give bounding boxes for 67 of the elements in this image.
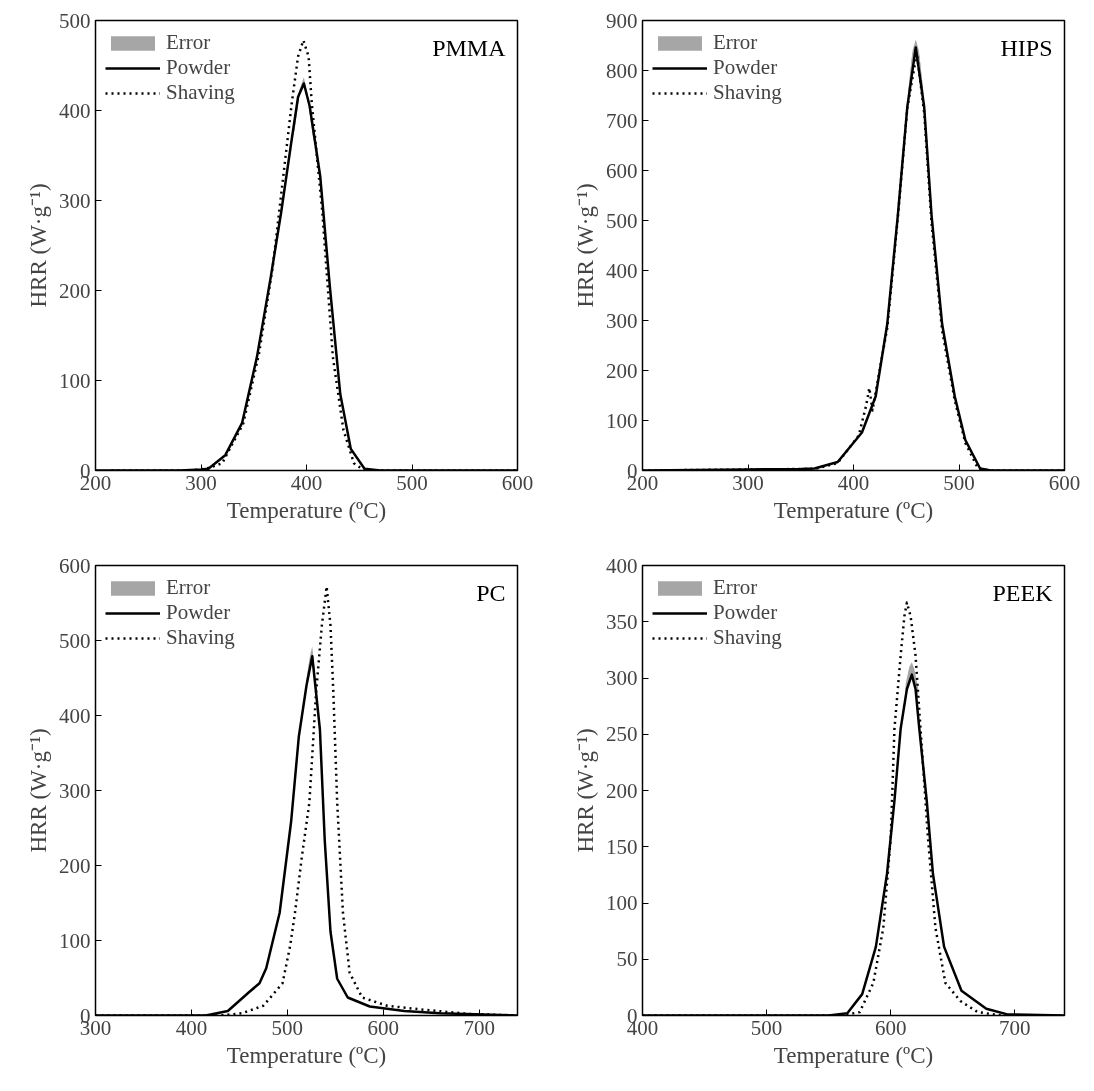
y-tick-label: 100: [606, 408, 638, 433]
y-tick-label: 300: [606, 308, 638, 333]
y-tick-label: 200: [606, 358, 638, 383]
y-tick-label: 200: [59, 853, 91, 878]
x-tick-label: 700: [999, 1015, 1031, 1040]
text: PMMA: [432, 34, 507, 61]
y-tick-label: 200: [59, 278, 91, 303]
x-axis-title: Temperature (ºC): [773, 497, 934, 523]
legend-label: Error: [713, 575, 758, 600]
y-tick-label: 400: [606, 258, 638, 283]
x-tick-label: 400: [290, 470, 323, 495]
legend-label: Error: [166, 30, 211, 55]
y-tick-label: 300: [606, 666, 638, 690]
y-tick-label: 900: [606, 8, 638, 33]
x-axis-title: Temperature (ºC): [773, 1042, 934, 1068]
text: PEEK: [992, 579, 1054, 606]
y-tick-label: 400: [59, 703, 91, 728]
y-tick-label: 150: [606, 834, 638, 859]
x-tick-label: 300: [732, 470, 764, 495]
y-axis-title: HRR (W·g⁻¹): [573, 183, 598, 308]
x-tick-label: 500: [396, 470, 428, 495]
legend-label: Shaving: [713, 80, 782, 105]
legend-label: Powder: [713, 55, 778, 80]
y-tick-label: 300: [59, 778, 91, 803]
y-tick-label: 800: [606, 58, 638, 83]
y-tick-label: 500: [59, 8, 91, 33]
x-tick-label: 400: [175, 1015, 208, 1040]
x-tick-label: 600: [367, 1015, 399, 1040]
y-tick-label: 600: [606, 158, 638, 183]
x-tick-label: 500: [943, 470, 975, 495]
y-tick-label: 100: [606, 891, 638, 915]
y-tick-label: 300: [59, 188, 91, 213]
y-tick-label: 600: [59, 553, 91, 578]
x-tick-label: 500: [271, 1015, 304, 1040]
x-tick-label: 500: [750, 1015, 783, 1040]
x-tick-label: 600: [1048, 470, 1081, 495]
y-tick-label: 100: [59, 928, 91, 953]
legend-label: Error: [713, 30, 758, 55]
y-tick-label: 400: [606, 553, 638, 578]
legend-label: Shaving: [166, 625, 235, 650]
y-axis-title: HRR (W·g⁻¹): [26, 728, 51, 853]
legend-label: Powder: [713, 600, 778, 625]
y-tick-label: 500: [59, 628, 91, 653]
y-tick-label: 700: [606, 108, 638, 133]
x-axis-title: Temperature (ºC): [226, 1042, 387, 1068]
x-tick-label: 600: [874, 1015, 907, 1040]
x-tick-label: 600: [501, 470, 534, 495]
text: HIPS: [1000, 34, 1053, 61]
y-axis-title: HRR (W·g⁻¹): [26, 183, 51, 308]
y-tick-label: 200: [606, 778, 638, 803]
x-tick-label: 300: [185, 470, 217, 495]
y-tick-label: 100: [59, 368, 91, 393]
legend-label: Error: [166, 575, 211, 600]
legend-label: Shaving: [713, 625, 782, 650]
text: PC: [476, 579, 506, 606]
y-tick-label: 350: [606, 609, 638, 634]
x-axis-title: Temperature (ºC): [226, 497, 387, 523]
y-tick-label: 250: [606, 722, 638, 747]
legend-label: Powder: [166, 600, 231, 625]
y-tick-label: 400: [59, 98, 91, 123]
legend-label: Shaving: [166, 80, 235, 105]
x-tick-label: 700: [463, 1015, 495, 1040]
y-axis-title: HRR (W·g⁻¹): [573, 728, 598, 853]
y-tick-label: 50: [616, 947, 638, 972]
x-tick-label: 400: [837, 470, 870, 495]
y-tick-label: 500: [606, 208, 638, 233]
legend-label: Powder: [166, 55, 231, 80]
